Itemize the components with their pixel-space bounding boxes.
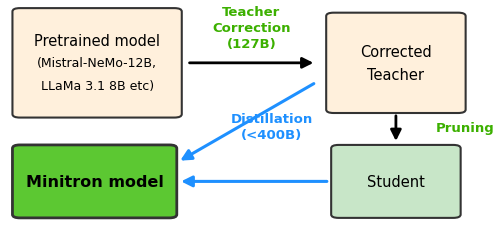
Text: Pretrained model: Pretrained model [34,33,160,48]
Text: Student: Student [367,174,425,189]
Text: LLaMa 3.1 8B etc): LLaMa 3.1 8B etc) [40,80,154,93]
Text: Distillation
(<400B): Distillation (<400B) [230,113,313,142]
Text: Minitron model: Minitron model [26,174,163,189]
Text: Pruning: Pruning [436,122,495,135]
FancyBboxPatch shape [326,14,466,114]
Text: Teacher: Teacher [368,67,424,82]
FancyBboxPatch shape [12,145,177,218]
Text: (Mistral-NeMo-12B,: (Mistral-NeMo-12B, [37,57,157,70]
Text: Teacher
Correction
(127B): Teacher Correction (127B) [212,6,291,51]
FancyBboxPatch shape [12,9,182,118]
Text: Corrected: Corrected [360,45,432,60]
FancyBboxPatch shape [331,145,461,218]
